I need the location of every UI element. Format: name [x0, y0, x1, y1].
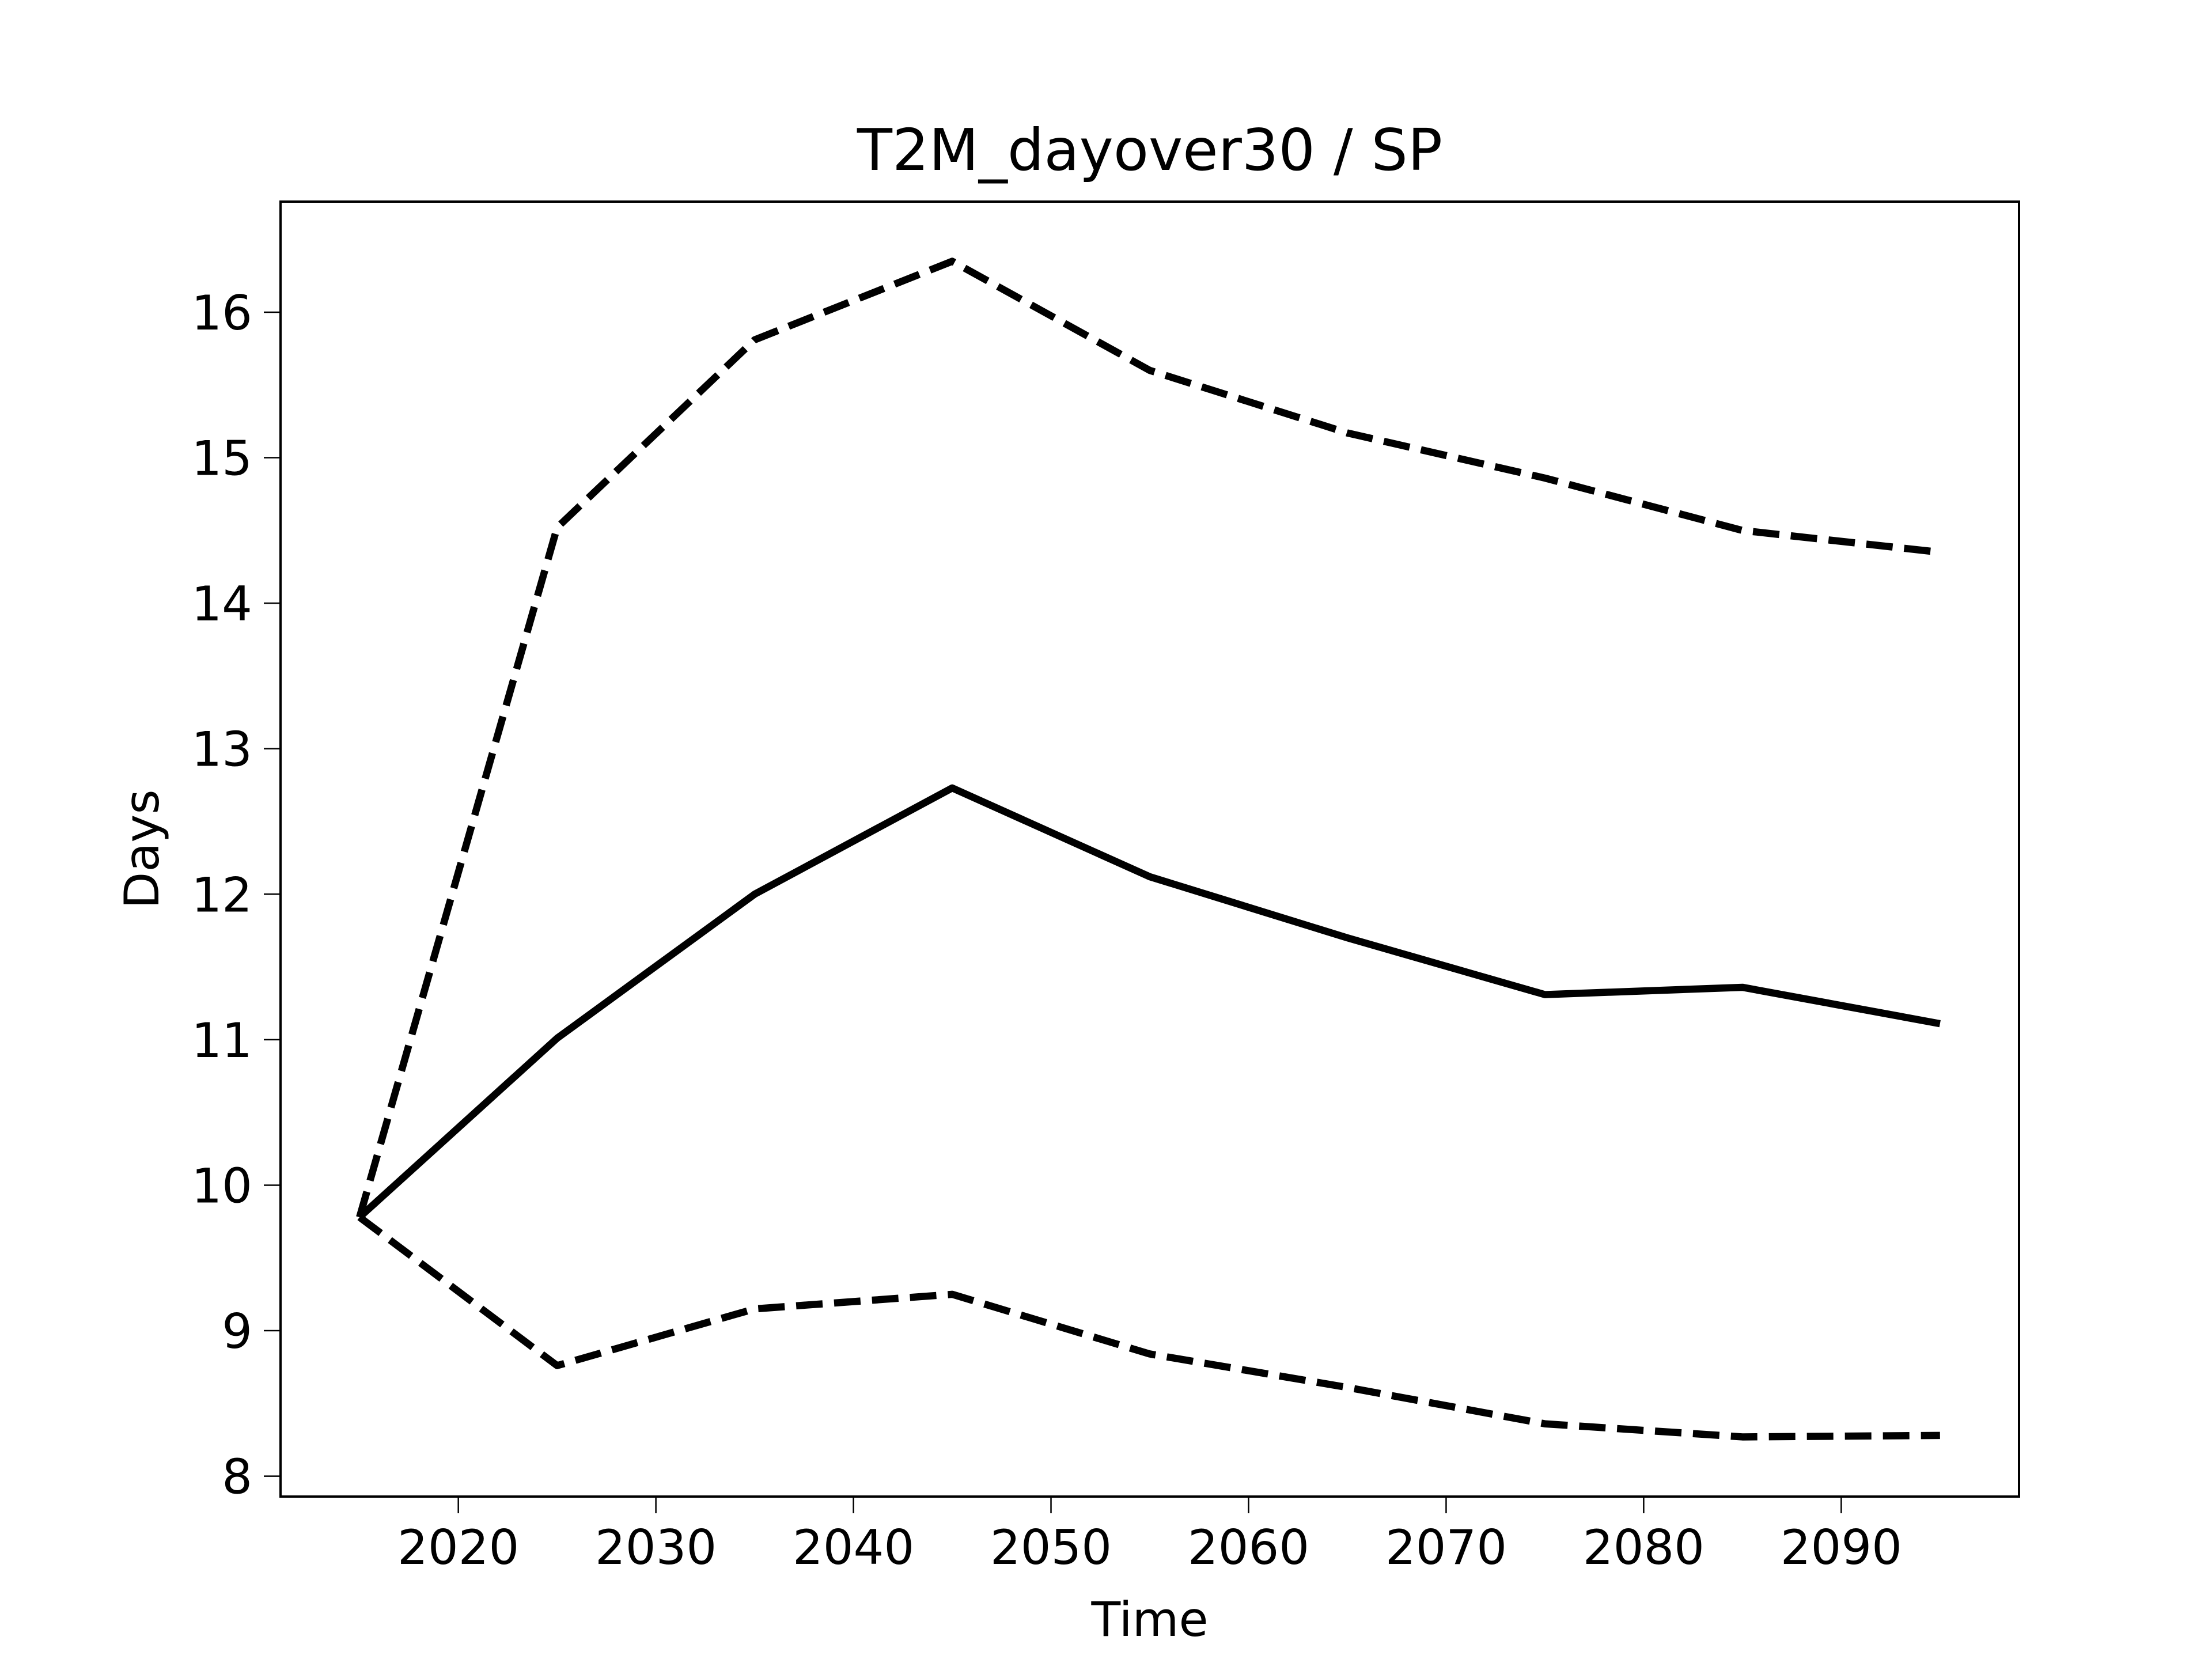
x-axis-label: Time [1090, 1592, 1208, 1647]
y-tick-label: 15 [191, 431, 252, 487]
y-tick-label: 8 [222, 1449, 252, 1505]
y-tick-label: 13 [191, 722, 252, 778]
x-tick-label: 2050 [990, 1520, 1112, 1575]
y-axis-label: Days [114, 789, 170, 908]
y-tick-label: 10 [191, 1158, 252, 1214]
y-tick-label: 11 [191, 1013, 252, 1069]
series-line [357, 784, 1941, 1220]
y-tick-label: 16 [191, 285, 252, 341]
plot-frame [279, 200, 2020, 1498]
y-tick-label: 9 [222, 1304, 252, 1359]
chart-title: T2M_dayover30 / SP [857, 116, 1442, 184]
y-tick-label: 12 [191, 867, 252, 923]
x-tick-label: 2060 [1188, 1520, 1309, 1575]
x-tick-label: 2070 [1385, 1520, 1507, 1575]
x-tick-label: 2090 [1781, 1520, 1902, 1575]
x-tick-label: 2020 [397, 1520, 519, 1575]
x-tick-label: 2030 [595, 1520, 717, 1575]
series-line [356, 257, 1941, 1218]
x-tick-label: 2080 [1583, 1520, 1705, 1575]
y-tick-label: 14 [191, 576, 252, 632]
x-tick-label: 2040 [793, 1520, 914, 1575]
series-line [357, 1214, 1940, 1441]
